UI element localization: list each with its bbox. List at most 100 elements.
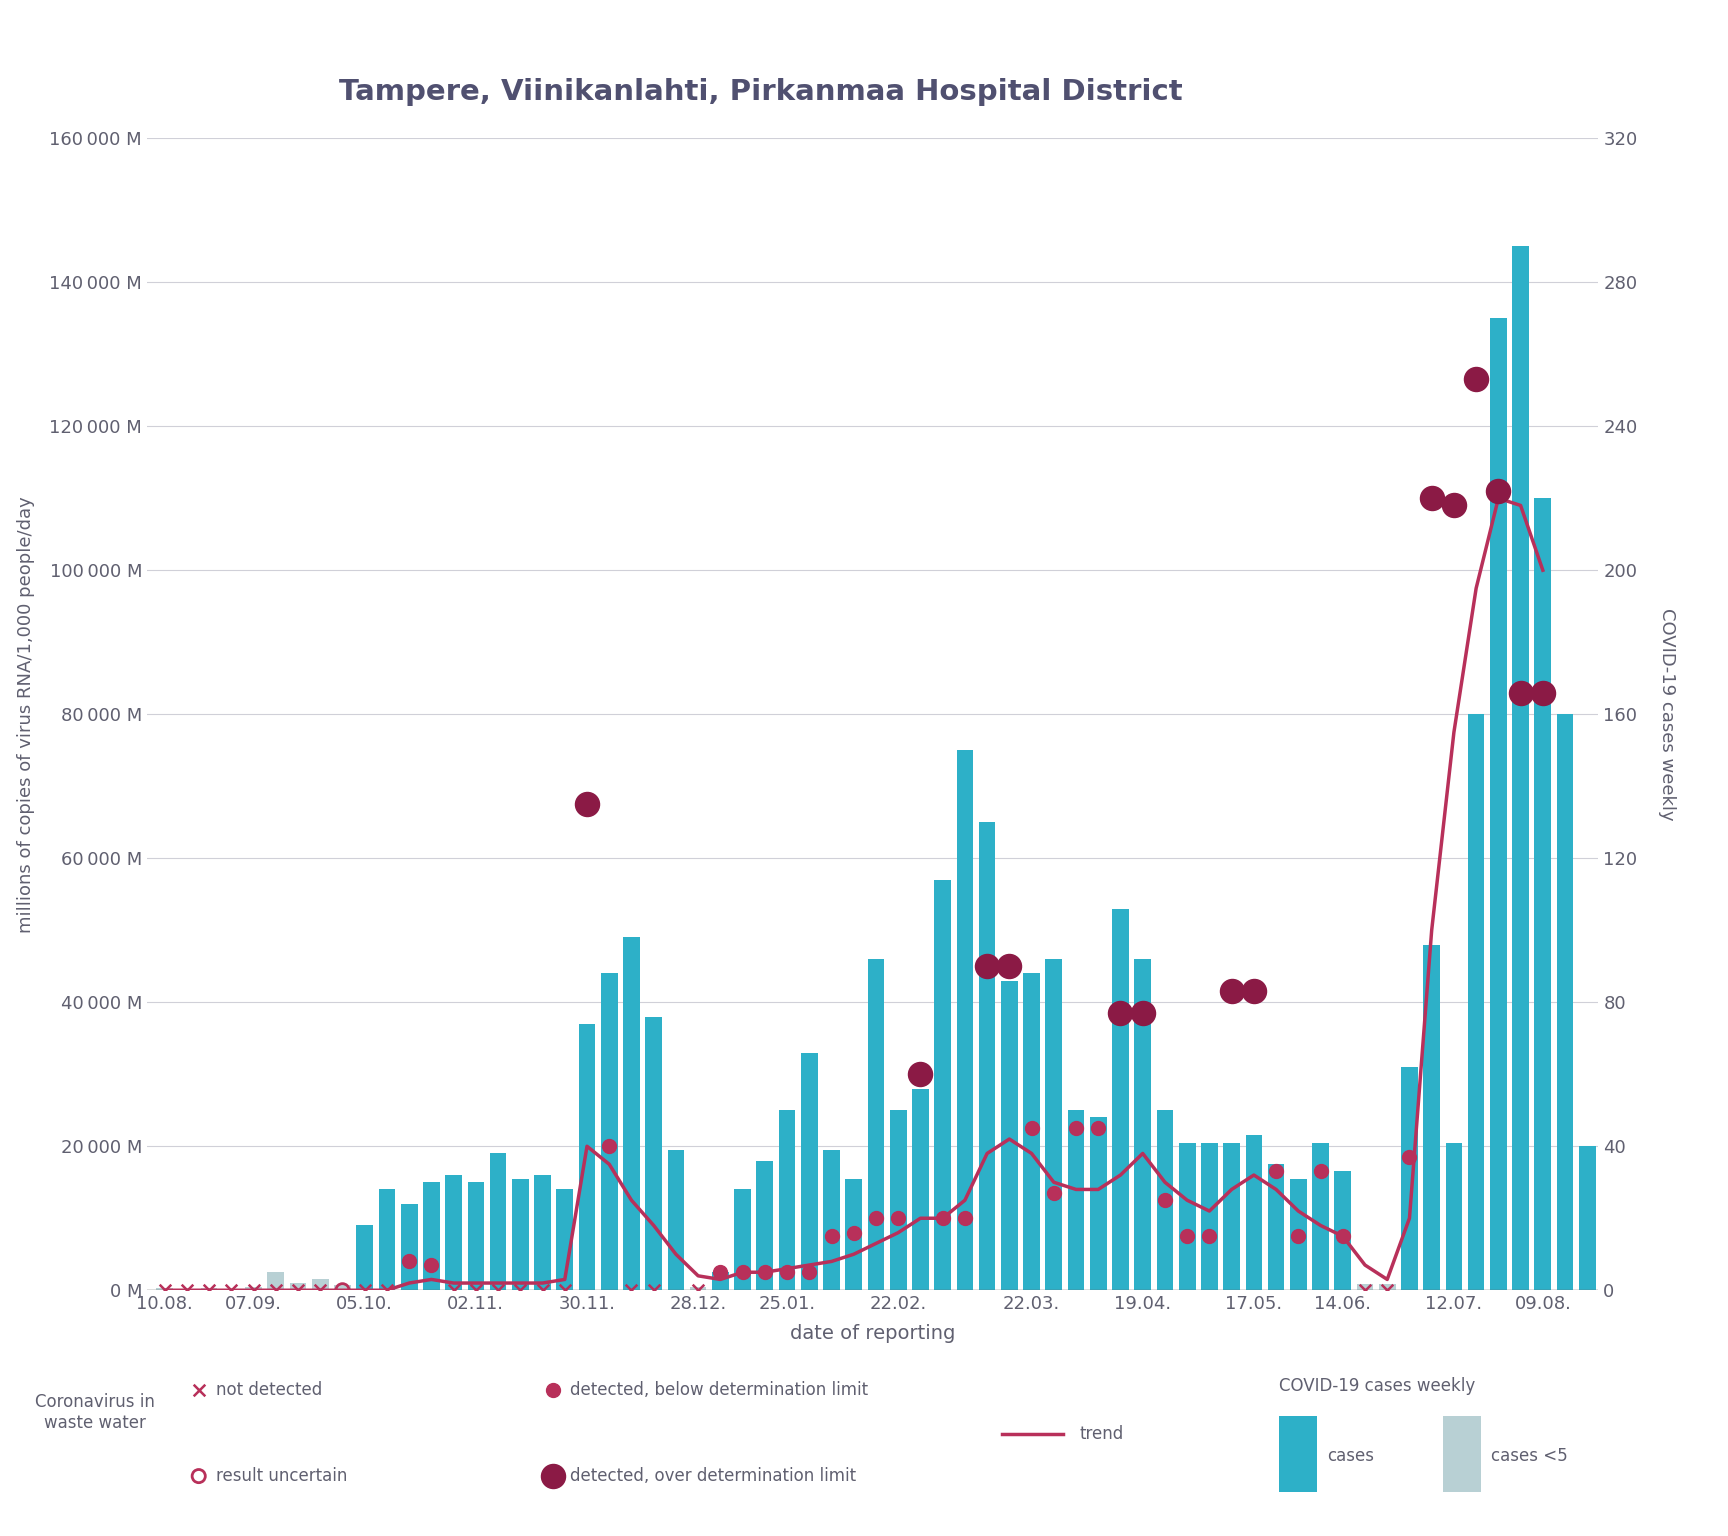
Point [1063,1117,1090,1141]
Point [1173,1224,1201,1249]
Point [729,1260,757,1284]
Bar [1443,1416,1481,1491]
Bar [534,1175,551,1290]
Point [1439,493,1467,518]
Point [1040,1181,1068,1206]
Bar [1279,1416,1317,1491]
Bar [1379,1284,1396,1290]
Y-axis label: COVID-19 cases weekly: COVID-19 cases weekly [1659,608,1676,820]
Bar [978,822,995,1290]
Point [1085,1117,1113,1141]
Point [173,1278,200,1303]
Bar [200,1289,218,1290]
Point [1241,978,1268,1003]
Point [506,1278,534,1303]
Point [907,1061,935,1086]
Bar [1490,318,1507,1290]
Bar [935,880,950,1290]
Text: result uncertain: result uncertain [216,1467,347,1485]
Bar [689,1287,707,1290]
Point [862,1206,890,1230]
Point [973,954,1001,978]
Point [306,1278,334,1303]
Bar [957,750,973,1290]
Point [1529,680,1557,705]
Text: not detected: not detected [216,1381,321,1399]
Text: trend: trend [1080,1425,1125,1444]
Bar [645,1017,662,1290]
Point [817,1224,845,1249]
Text: cases <5: cases <5 [1491,1447,1567,1465]
Point [396,1249,423,1273]
Bar [1178,1143,1196,1290]
Point [574,793,601,817]
Point [1329,1224,1356,1249]
Point [752,1260,779,1284]
Point [684,1278,712,1303]
Bar [511,1178,529,1290]
Bar [446,1175,461,1290]
Point [351,1278,378,1303]
Point [1396,1144,1424,1169]
Bar [845,1178,862,1290]
Bar [1134,958,1151,1290]
Bar [1090,1118,1106,1290]
Text: Coronavirus in
waste water: Coronavirus in waste water [35,1393,156,1432]
Bar [1291,1178,1306,1290]
Point [1151,1187,1178,1212]
Point [639,1278,667,1303]
Point [529,1278,556,1303]
Bar [356,1226,373,1290]
Bar [1045,958,1063,1290]
Bar [1356,1284,1374,1290]
Point [551,1278,579,1303]
Point [1218,978,1246,1003]
Bar [1401,1068,1417,1290]
Bar [423,1183,439,1290]
Bar [601,974,617,1290]
Point [328,1278,356,1303]
Point [1196,1224,1223,1249]
Point [1462,367,1490,392]
X-axis label: date of reporting: date of reporting [790,1324,956,1342]
Text: Tampere, Viinikanlahti, Pirkanmaa Hospital District: Tampere, Viinikanlahti, Pirkanmaa Hospit… [339,78,1182,106]
Point [930,1206,957,1230]
Point [418,1253,446,1278]
Bar [489,1154,506,1290]
Bar [823,1150,840,1290]
Bar [912,1089,928,1290]
Bar [624,937,639,1290]
Bar [378,1189,396,1290]
Bar [290,1283,306,1290]
Point [240,1278,268,1303]
Bar [757,1161,772,1290]
Bar [1156,1111,1173,1290]
Point [1018,1117,1045,1141]
Point [840,1220,867,1244]
Point [1484,479,1512,504]
Point [1128,1001,1156,1026]
Point [795,1260,823,1284]
Bar [156,1289,173,1290]
Point [772,1260,800,1284]
Bar [712,1272,729,1290]
Bar [1579,1146,1595,1290]
Point [461,1278,489,1303]
Bar [401,1204,418,1290]
Bar [1201,1143,1218,1290]
Point [596,1134,624,1158]
Point [373,1278,401,1303]
Bar [867,958,885,1290]
Bar [1467,714,1484,1290]
Bar [1068,1111,1085,1290]
Point [195,1278,223,1303]
Point [885,1206,912,1230]
Bar [667,1150,684,1290]
Bar [468,1183,484,1290]
Point [950,1206,978,1230]
Bar [1446,1143,1462,1290]
Bar [556,1189,574,1290]
Bar [1268,1164,1284,1290]
Bar [890,1111,907,1290]
Point [617,1278,645,1303]
